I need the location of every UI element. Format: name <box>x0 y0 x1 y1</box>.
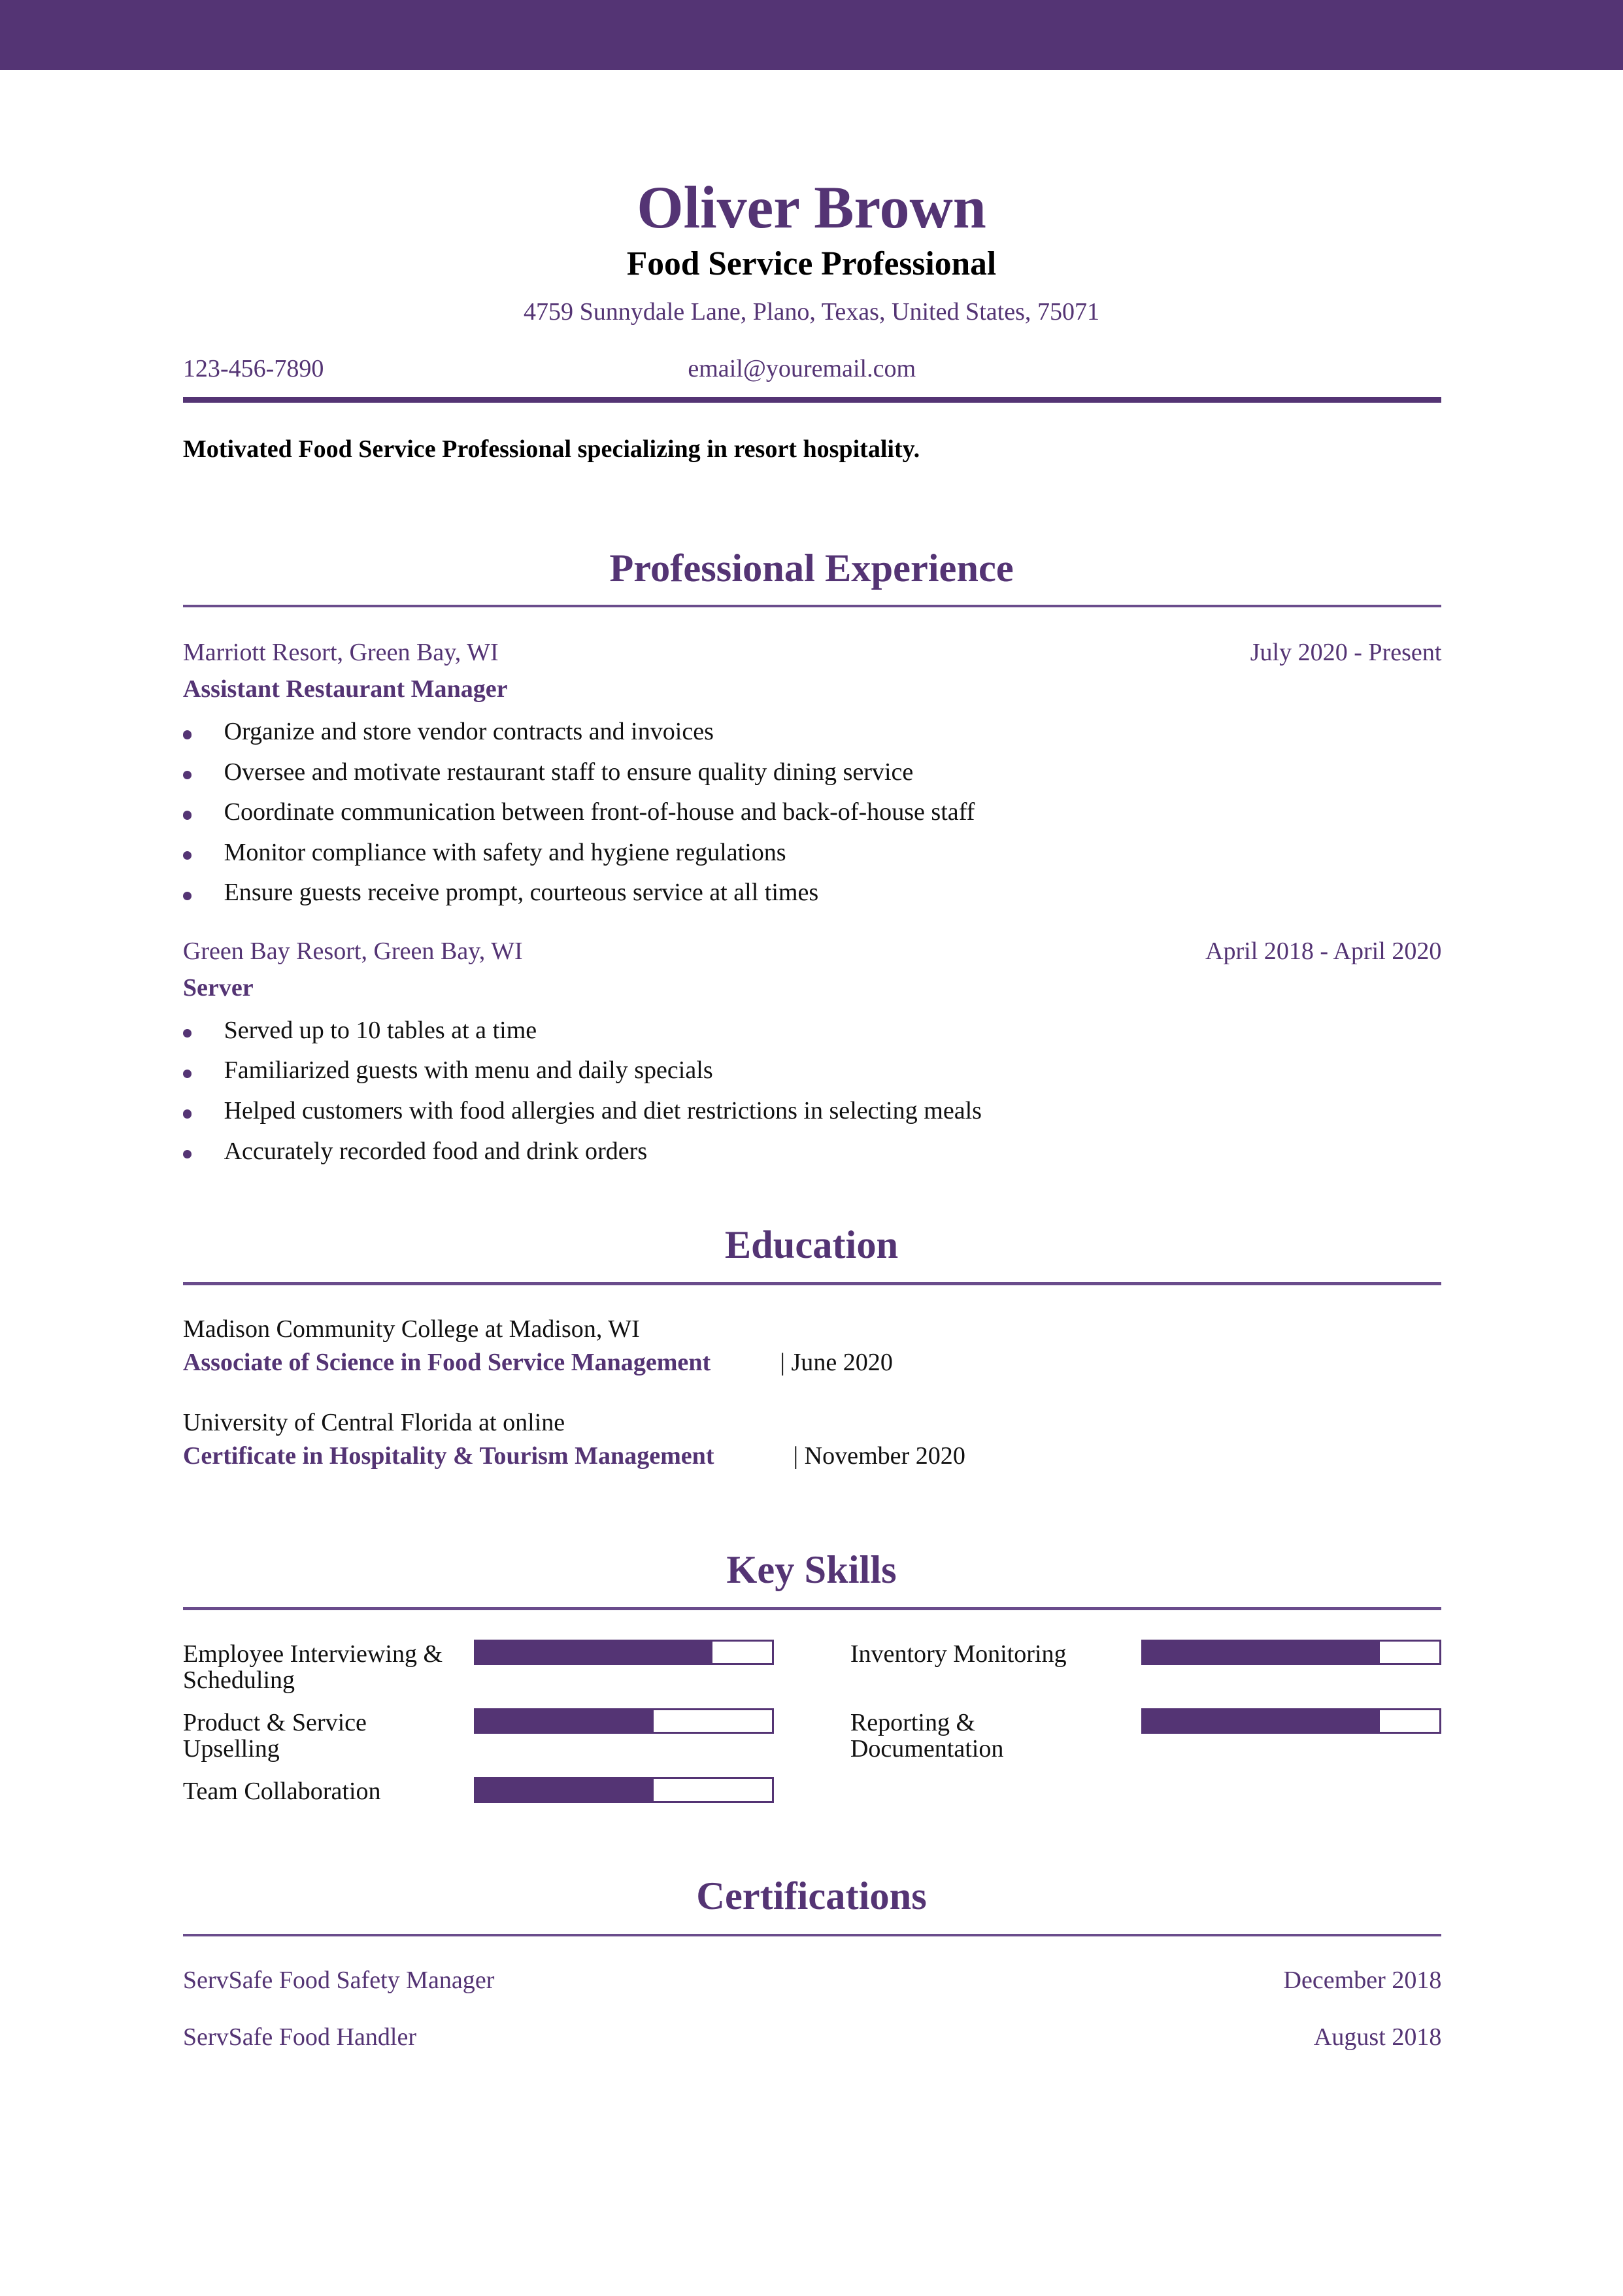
job-role: Assistant Restaurant Manager <box>182 675 508 703</box>
school: University of Central Florida at online <box>182 1408 565 1436</box>
top-accent-bar <box>0 0 1623 71</box>
divider <box>182 1607 1442 1610</box>
divider <box>182 1282 1442 1285</box>
degree: Certificate in Hospitality & Tourism Man… <box>182 1442 714 1470</box>
email: email@youremail.com <box>688 354 916 382</box>
degree-date: | June 2020 <box>780 1349 893 1377</box>
skill-level-bar <box>474 1639 774 1666</box>
list-item: Oversee and motivate restaurant staff to… <box>182 758 975 798</box>
list-item: Helped customers with food allergies and… <box>182 1096 982 1137</box>
section-heading-education: Education <box>724 1223 899 1267</box>
skill-level-fill <box>476 1779 654 1801</box>
skill-level-fill <box>1143 1710 1380 1732</box>
school: Madison Community College at Madison, WI <box>182 1315 640 1343</box>
list-item: Organize and store vendor contracts and … <box>182 717 975 758</box>
skill-level-bar <box>1141 1708 1441 1734</box>
job-bullets: Served up to 10 tables at a time Familia… <box>182 1016 982 1177</box>
phone: 123-456-7890 <box>182 354 324 382</box>
degree: Associate of Science in Food Service Man… <box>182 1349 711 1377</box>
job-dates: July 2020 - Present <box>1250 639 1442 667</box>
job-role: Server <box>182 973 254 1002</box>
certification-date: December 2018 <box>1283 1966 1442 1994</box>
candidate-name: Oliver Brown <box>637 174 986 241</box>
divider <box>182 604 1442 608</box>
certification-name: ServSafe Food Safety Manager <box>182 1966 495 1994</box>
skill-name: Team Collaboration <box>182 1778 381 1806</box>
job-company: Marriott Resort, Green Bay, WI <box>182 639 499 667</box>
job-bullets: Organize and store vendor contracts and … <box>182 717 975 919</box>
skill-level-fill <box>1143 1641 1380 1664</box>
skill-name: Product & Service Upselling <box>182 1709 367 1763</box>
address: 4759 Sunnydale Lane, Plano, Texas, Unite… <box>523 297 1100 326</box>
header-divider <box>182 396 1442 403</box>
list-item: Accurately recorded food and drink order… <box>182 1137 982 1177</box>
list-item: Coordinate communication between front-o… <box>182 798 975 838</box>
skill-level-bar <box>474 1708 774 1734</box>
skill-name: Employee Interviewing & Scheduling <box>182 1640 443 1695</box>
certification-date: August 2018 <box>1313 2023 1442 2051</box>
certification-name: ServSafe Food Handler <box>182 2023 417 2051</box>
section-heading-experience: Professional Experience <box>609 547 1014 591</box>
skill-level-bar <box>1141 1639 1441 1666</box>
skill-name: Inventory Monitoring <box>850 1640 1067 1668</box>
skill-level-bar <box>474 1777 774 1803</box>
degree-date: | November 2020 <box>793 1442 965 1470</box>
section-heading-skills: Key Skills <box>726 1547 897 1592</box>
job-dates: April 2018 - April 2020 <box>1205 937 1442 965</box>
divider <box>182 1933 1442 1937</box>
list-item: Familiarized guests with menu and daily … <box>182 1056 982 1096</box>
list-item: Ensure guests receive prompt, courteous … <box>182 878 975 919</box>
list-item: Served up to 10 tables at a time <box>182 1016 982 1056</box>
skill-name: Reporting & Documentation <box>850 1709 1004 1763</box>
job-company: Green Bay Resort, Green Bay, WI <box>182 937 523 965</box>
summary: Motivated Food Service Professional spec… <box>182 435 920 463</box>
section-heading-certifications: Certifications <box>696 1874 927 1918</box>
skill-level-fill <box>476 1641 713 1664</box>
job-title: Food Service Professional <box>626 245 997 282</box>
skill-level-fill <box>476 1710 654 1732</box>
list-item: Monitor compliance with safety and hygie… <box>182 838 975 879</box>
